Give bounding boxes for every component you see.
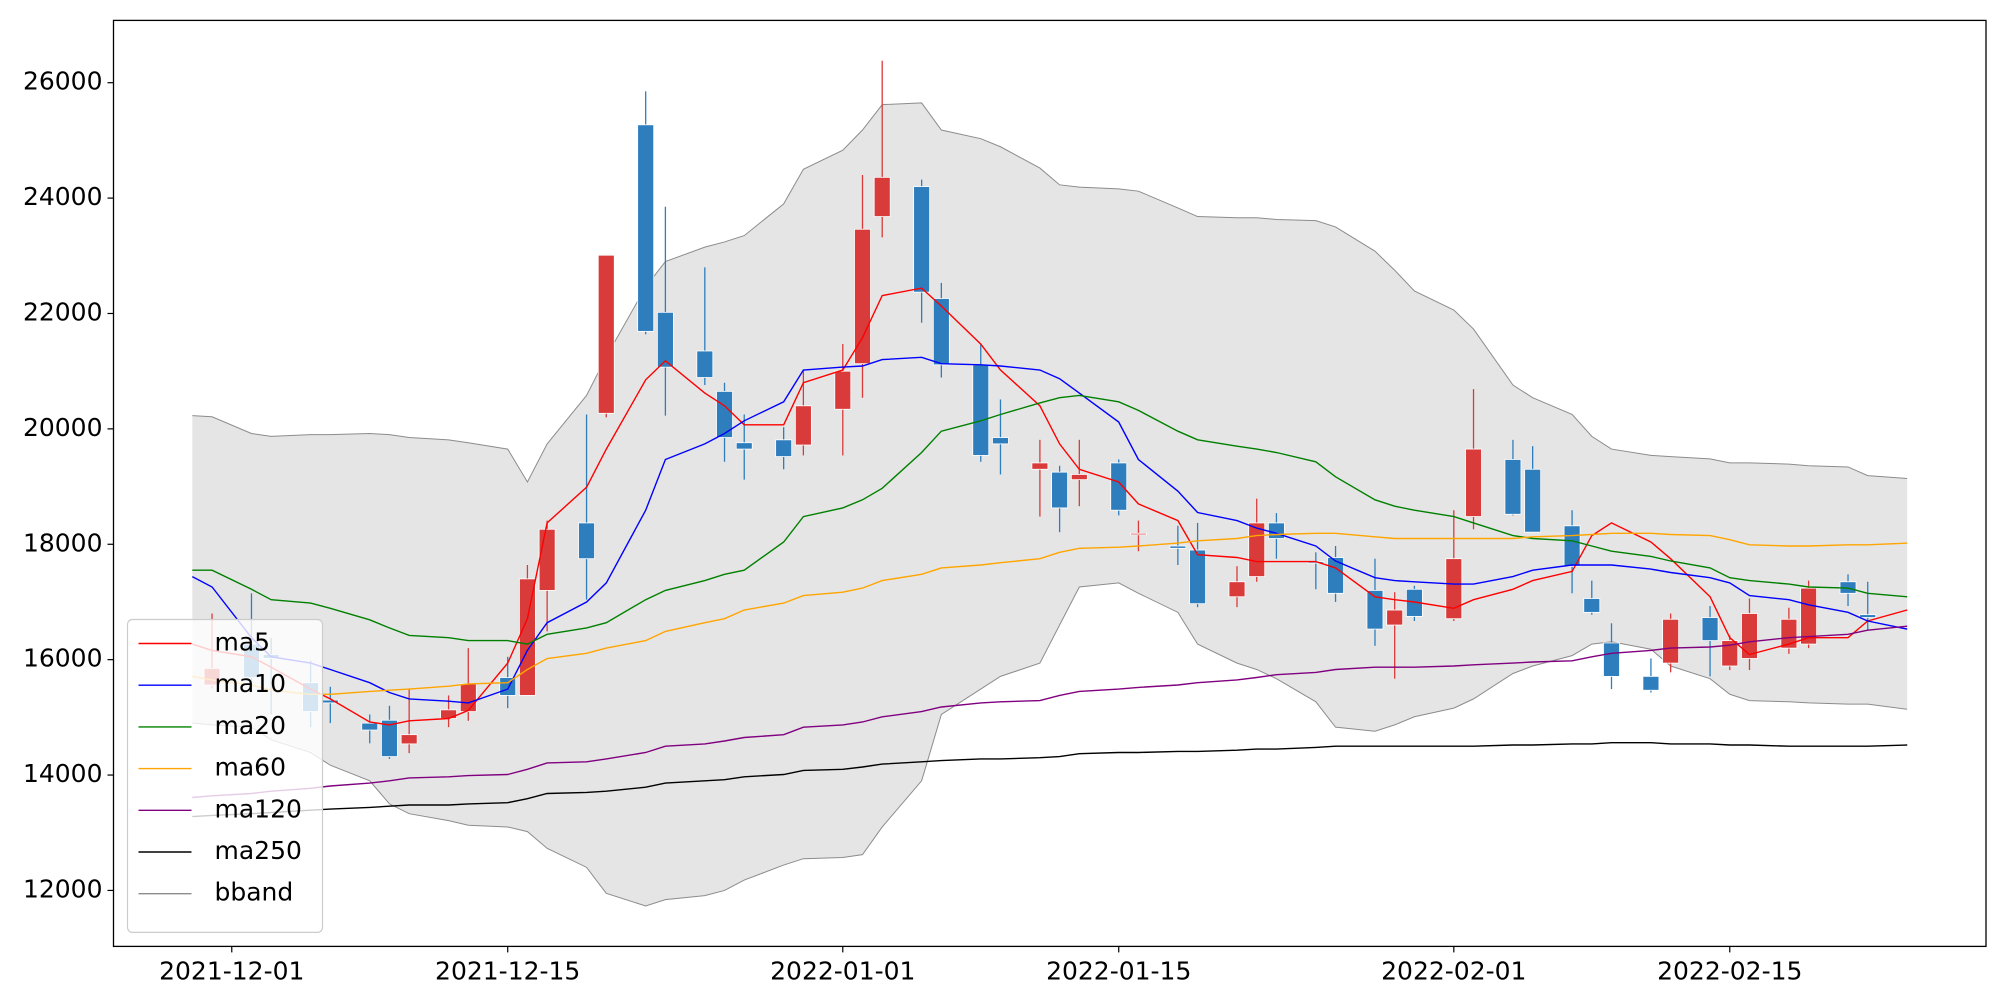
candle-body: [1169, 545, 1187, 549]
y-tick-label: 24000: [23, 182, 103, 211]
ma-line: [191, 356, 1908, 704]
x-tick-label: 2022-02-01: [1381, 956, 1526, 985]
candle-body: [1445, 558, 1463, 620]
candle-body: [519, 578, 536, 696]
candle-body: [400, 734, 418, 745]
candle-body: [1583, 598, 1601, 613]
candle-body: [1662, 618, 1680, 664]
candle-body: [1524, 468, 1542, 533]
ma-line: [192, 625, 1908, 799]
candle-body: [637, 124, 655, 332]
candle-body: [1248, 522, 1266, 577]
legend-label: ma250: [215, 836, 302, 865]
candle-body: [913, 186, 931, 293]
legend-label: ma120: [215, 794, 302, 823]
ma-line: [192, 532, 1908, 695]
legend-frame: [126, 618, 324, 933]
band-upper: [192, 102, 1908, 483]
x-tick-label: 2021-12-01: [159, 956, 304, 985]
candle-body: [1051, 471, 1069, 509]
candle-body: [1465, 448, 1482, 517]
candle-body: [597, 254, 615, 414]
y-tick-label: 14000: [23, 759, 103, 788]
candle-body: [1504, 459, 1522, 515]
candle-body: [1741, 613, 1758, 659]
plot-area: [191, 60, 1908, 907]
candle-body: [854, 228, 871, 365]
candle-body: [1189, 549, 1206, 605]
candle-body: [1268, 522, 1285, 539]
candle-body: [656, 311, 674, 368]
ma-line: [192, 742, 1908, 818]
ma-line: [192, 394, 1908, 645]
y-tick-label: 16000: [23, 644, 103, 673]
legend: ma5 ma10 ma20 ma60 ma120 ma250 bband: [126, 618, 324, 933]
candle-body: [440, 709, 457, 719]
legend-label: ma10: [215, 669, 286, 698]
candle-body: [1721, 640, 1739, 667]
candle-body: [1603, 642, 1620, 677]
candle-body: [1228, 581, 1246, 598]
legend-label: ma5: [215, 628, 271, 657]
candle-body: [696, 350, 714, 378]
candle-body: [1110, 462, 1128, 511]
candle-body: [1366, 590, 1384, 630]
candle-body: [1701, 617, 1719, 642]
x-tick-label: 2022-01-01: [770, 956, 915, 985]
y-tick-label: 20000: [23, 413, 103, 442]
ma-line: [192, 287, 1908, 726]
candle-body: [1070, 474, 1088, 481]
candle-body: [1386, 609, 1404, 626]
candle-body: [381, 719, 398, 757]
candle-body: [499, 677, 517, 696]
x-tick-label: 2021-12-15: [435, 956, 580, 985]
candle-body: [932, 298, 950, 366]
plot-frame: [112, 19, 1987, 948]
y-tick-label: 12000: [23, 874, 103, 903]
candle-body: [1859, 614, 1877, 618]
candle-body: [794, 405, 812, 446]
candle-body: [873, 176, 891, 217]
candle-body: [1130, 532, 1147, 536]
x-tick-label: 2022-02-15: [1657, 956, 1802, 985]
legend-label: bband: [215, 878, 294, 907]
candle-body: [834, 370, 852, 410]
legend-label: ma60: [215, 753, 286, 782]
band-area: [192, 102, 1908, 906]
band-lower: [192, 582, 1908, 907]
candle-body: [775, 439, 793, 457]
candle-body: [361, 722, 379, 731]
candle-body: [538, 528, 556, 591]
candle-body: [972, 364, 990, 456]
y-tick-label: 26000: [23, 67, 103, 96]
y-tick-label: 22000: [23, 297, 103, 326]
candle-body: [1031, 462, 1049, 470]
legend-label: ma20: [215, 711, 286, 740]
candle-body: [1800, 587, 1818, 645]
candle-body: [1642, 675, 1660, 691]
candle-body: [992, 437, 1009, 445]
candle-body: [1780, 618, 1798, 649]
candle-body: [578, 522, 595, 560]
x-tick-label: 2022-01-15: [1046, 956, 1191, 985]
y-tick-label: 18000: [23, 528, 103, 557]
candle-body: [459, 683, 477, 712]
candle-body: [735, 442, 753, 450]
